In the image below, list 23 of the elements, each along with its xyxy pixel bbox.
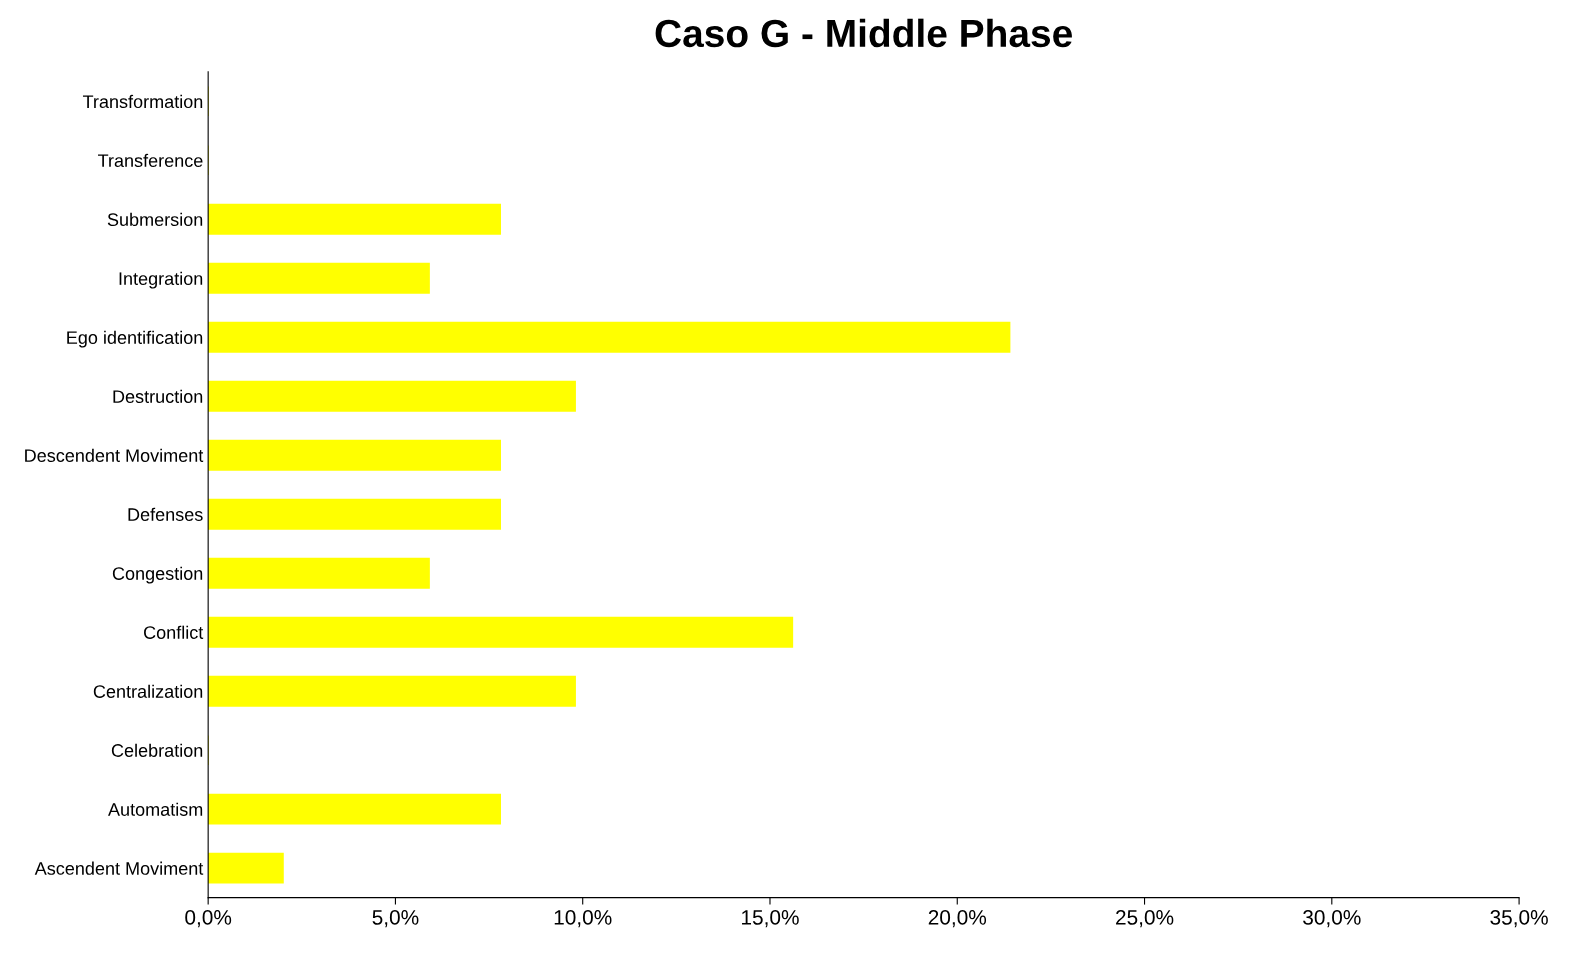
y-tick-label: Automatism [108,802,203,816]
y-tick-label: Submersion [107,212,203,227]
y-tick-label: Ascendent Moviment [34,861,204,875]
y-tick-label: Transformation [82,94,203,109]
x-tick-label: 25,0% [1116,910,1174,928]
y-tick-label: Integration [119,271,203,289]
x-tick-label: 5,0% [372,910,419,928]
x-tick-label: 20,0% [928,910,987,928]
y-tick-label: Defenses [128,507,203,521]
y-tick-label: Centralization [93,684,203,698]
y-tick-label: Transference [98,153,203,168]
y-tick-label: Destruction [113,389,203,403]
x-tick-label: 0,0% [185,910,232,928]
y-tick-label: Congestion [112,566,203,584]
y-tick-label: Conflict [144,625,204,639]
x-tick-label: 35,0% [1490,910,1548,928]
y-tick-label: Celebration [111,743,203,757]
chart-title: Caso G - Middle Phase [655,18,1072,48]
y-tick-label: Descendent Moviment [25,448,204,462]
x-tick-label: 15,0% [742,910,799,928]
x-tick-label: 10,0% [554,910,612,928]
y-tick-label: Ego identification [67,330,203,348]
x-tick-label: 30,0% [1303,910,1361,928]
